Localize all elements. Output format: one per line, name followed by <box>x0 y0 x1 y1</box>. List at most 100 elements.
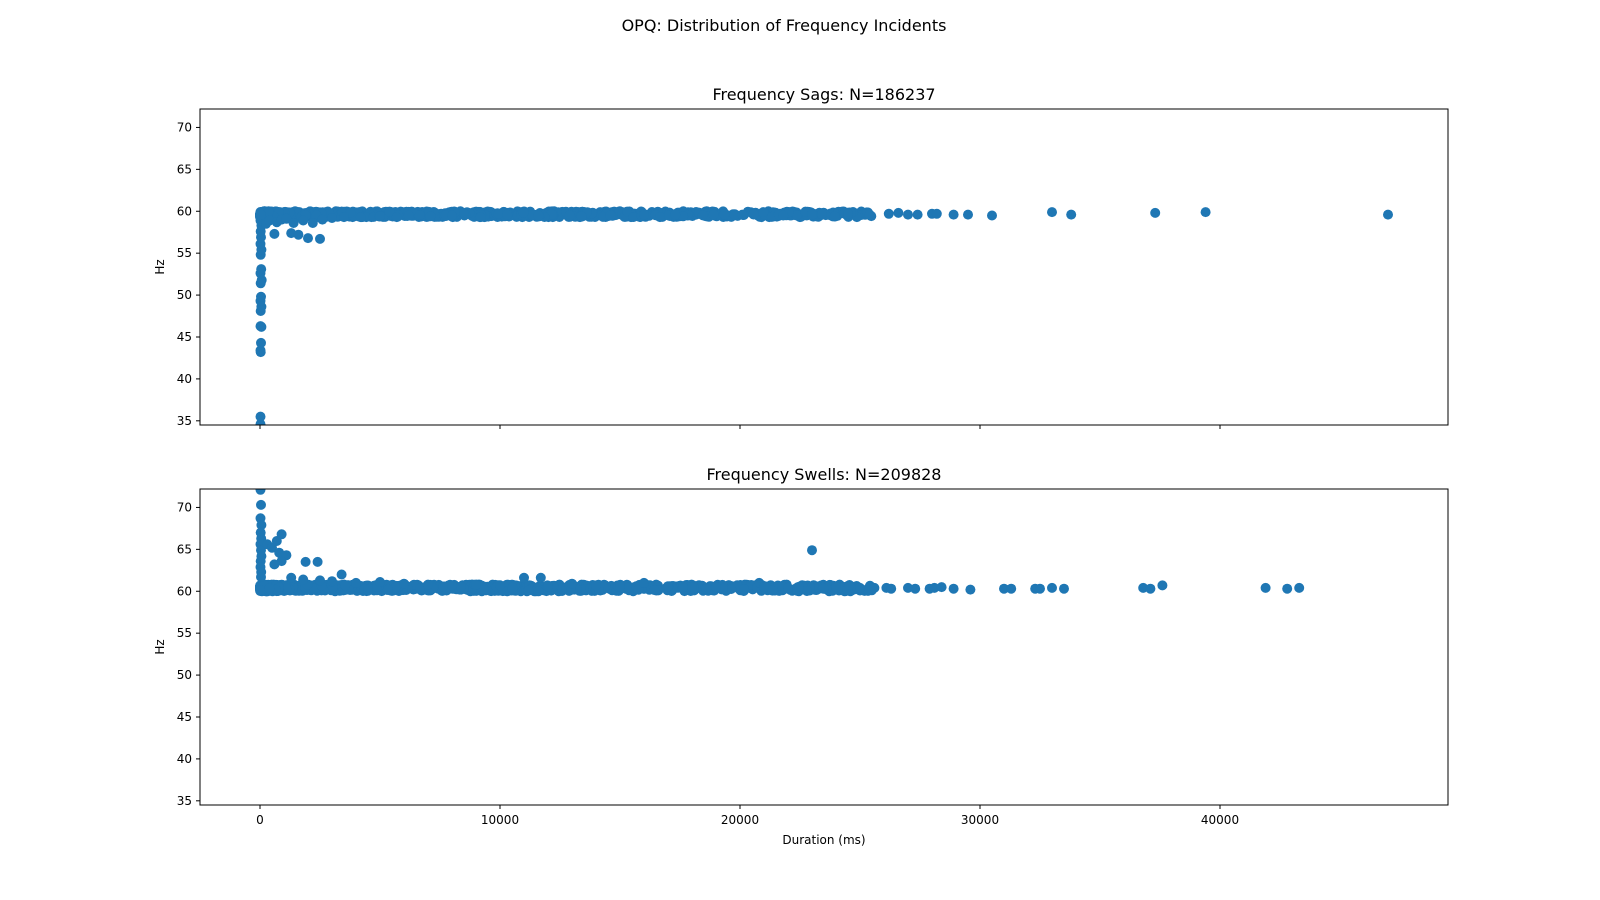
swells-point <box>1157 580 1168 591</box>
swells-dense-point <box>255 585 266 596</box>
sags-point <box>255 345 266 356</box>
sags-point <box>339 212 349 223</box>
sags-dense-point <box>719 209 730 220</box>
swells-point <box>256 572 266 582</box>
swells-point <box>256 499 266 510</box>
swells-point <box>1035 583 1045 594</box>
sags-point <box>317 214 328 225</box>
sags-point <box>256 264 267 275</box>
swells-ytick-label: 45 <box>177 710 192 724</box>
swells-point <box>1260 582 1271 593</box>
swells-point <box>591 580 601 591</box>
swells-dense-point <box>633 584 644 595</box>
swells-point <box>869 582 880 593</box>
swells-point <box>423 579 433 590</box>
sags-panel: Frequency Sags: N=186237 35 40 45 50 55 60 65 70… <box>153 85 1449 429</box>
swells-dense-point <box>382 584 393 595</box>
sags-dense-point <box>414 210 425 221</box>
sags-point <box>639 209 649 220</box>
swells-point <box>447 580 457 591</box>
sags-point <box>931 208 942 219</box>
sags-dense-point <box>748 209 759 220</box>
sags-point <box>255 411 266 422</box>
swells-dense-point <box>478 585 489 595</box>
swells-point <box>351 577 361 588</box>
swells-ytick-label: 60 <box>177 584 192 598</box>
swells-point <box>965 584 976 595</box>
sags-dense-point <box>678 211 689 222</box>
swells-point <box>255 489 266 495</box>
sags-point <box>375 211 385 222</box>
swells-dense-point <box>523 585 534 596</box>
swells-point <box>276 529 287 540</box>
sags-point <box>255 321 266 332</box>
swells-point <box>298 574 309 585</box>
swells-ytick-label: 50 <box>177 668 192 682</box>
sags-point <box>948 209 959 220</box>
sags-point <box>893 207 904 218</box>
swells-ytick-label: 55 <box>177 626 192 640</box>
sags-dense-point <box>655 212 665 223</box>
swells-xtick-label: 20000 <box>721 813 759 827</box>
swells-dense-point <box>455 581 466 592</box>
swells-points <box>255 489 1305 597</box>
swells-point <box>336 569 347 580</box>
sags-point <box>502 209 513 220</box>
swells-point <box>315 575 325 586</box>
swells-point <box>399 578 409 589</box>
sags-point <box>564 210 575 221</box>
swells-xtick-label: 30000 <box>961 813 999 827</box>
swells-dense-point <box>818 583 829 594</box>
sags-point <box>1066 209 1077 220</box>
sags-point <box>269 228 280 239</box>
swells-point <box>711 582 721 593</box>
sags-dense-point <box>729 209 740 220</box>
swells-point <box>1047 582 1057 593</box>
sags-ytick-label: 35 <box>177 414 192 428</box>
sags-point <box>576 211 587 222</box>
sags-point <box>256 291 266 302</box>
swells-dense-point <box>767 585 778 596</box>
swells-point <box>1059 583 1069 594</box>
sags-points <box>255 206 1393 425</box>
swells-point <box>1294 582 1305 593</box>
swells-point <box>519 572 529 583</box>
sags-point <box>533 210 544 221</box>
sags-point <box>807 209 817 220</box>
sags-ytick-label: 45 <box>177 330 192 344</box>
swells-point <box>375 577 385 587</box>
swells-point <box>471 579 481 590</box>
sags-dense-point <box>263 207 274 218</box>
swells-point <box>948 583 959 594</box>
swells-dense-point <box>701 583 712 594</box>
sags-dense-point <box>758 207 769 218</box>
sags-ylabel: Hz <box>153 259 167 274</box>
sags-point <box>303 233 313 244</box>
sags-point <box>903 209 913 220</box>
sags-point <box>293 229 304 240</box>
sags-ytick-label: 50 <box>177 288 192 302</box>
sags-point <box>298 215 309 226</box>
swells-dense-point <box>739 584 750 595</box>
swells-point <box>312 556 323 567</box>
sags-point <box>864 209 875 220</box>
sags-point <box>883 208 894 219</box>
swells-point <box>663 581 673 592</box>
swells-dense-point <box>340 580 351 591</box>
sags-ytick-label: 70 <box>177 120 192 134</box>
sags-point <box>1047 207 1057 218</box>
swells-axes-frame <box>199 488 1449 806</box>
sags-dense-point <box>598 211 608 222</box>
swells-ylabel: Hz <box>153 639 167 654</box>
swells-dense-point <box>844 580 855 590</box>
sags-point <box>912 209 923 220</box>
sags-dense-point <box>791 210 802 221</box>
swells-point <box>256 520 267 530</box>
sags-point <box>963 209 973 220</box>
swells-point <box>286 572 297 583</box>
sags-point <box>605 210 616 221</box>
sags-point <box>315 233 325 244</box>
swells-dense-point <box>438 581 448 592</box>
swells-xtick-label: 10000 <box>481 813 519 827</box>
